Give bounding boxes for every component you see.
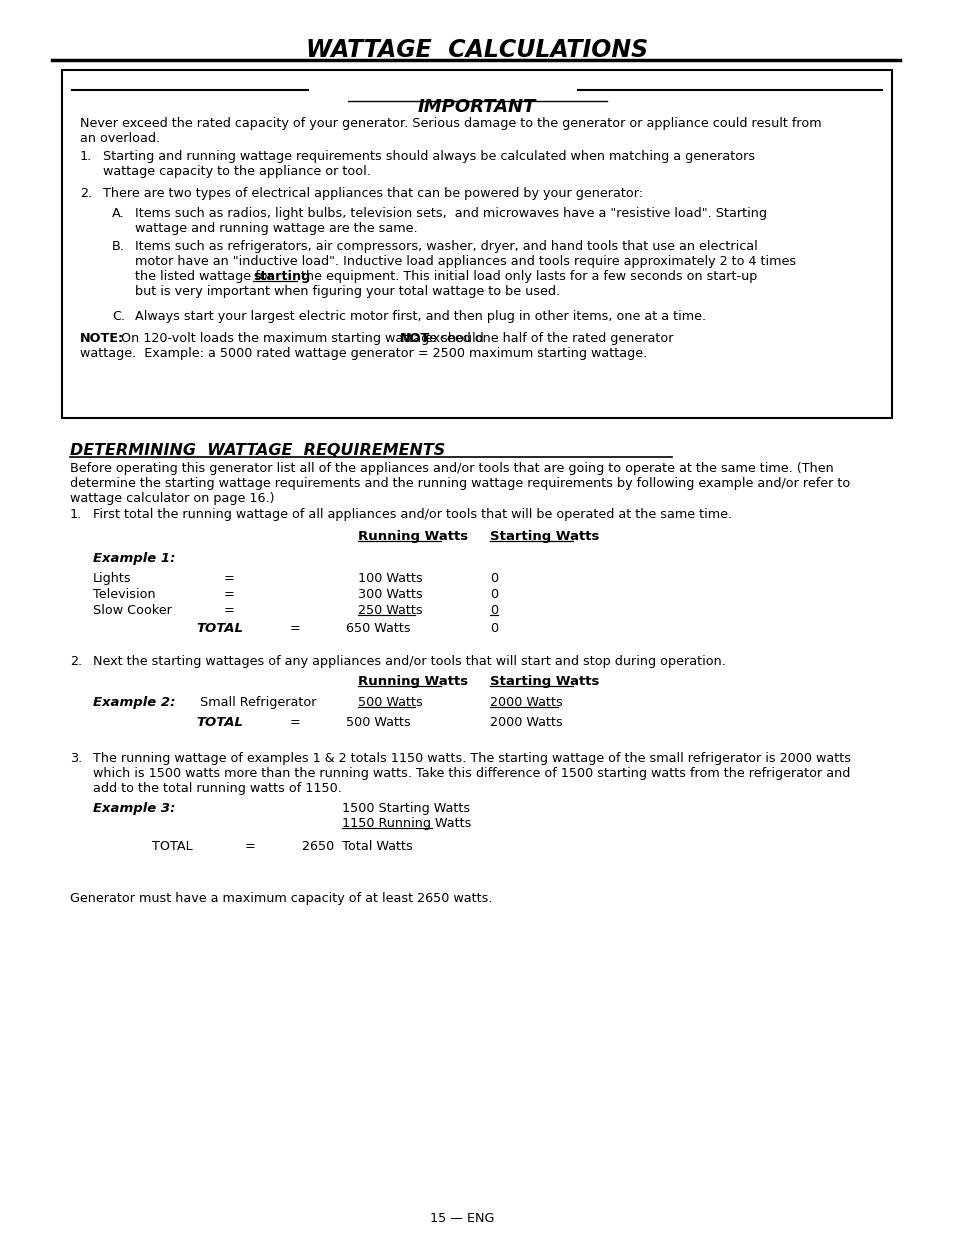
Text: Starting Watts: Starting Watts — [490, 530, 598, 543]
Text: exceed one half of the rated generator: exceed one half of the rated generator — [421, 332, 673, 345]
Text: wattage calculator on page 16.): wattage calculator on page 16.) — [70, 492, 274, 505]
Text: 250 Watts: 250 Watts — [357, 604, 422, 618]
Text: Lights: Lights — [92, 572, 132, 585]
Text: B.: B. — [112, 240, 125, 253]
Text: 0: 0 — [490, 572, 497, 585]
Text: motor have an "inductive load". Inductive load appliances and tools require appr: motor have an "inductive load". Inductiv… — [135, 254, 796, 268]
Text: Example 2:: Example 2: — [92, 697, 175, 709]
Text: C.: C. — [112, 310, 125, 324]
Text: an overload.: an overload. — [80, 132, 160, 144]
Text: 2000 Watts: 2000 Watts — [490, 697, 562, 709]
Text: the equipment. This initial load only lasts for a few seconds on start-up: the equipment. This initial load only la… — [296, 270, 757, 283]
Text: the listed wattage for: the listed wattage for — [135, 270, 276, 283]
Text: Starting and running wattage requirements should always be calculated when match: Starting and running wattage requirement… — [103, 149, 755, 163]
Text: 300 Watts: 300 Watts — [357, 588, 422, 601]
Text: Running Watts: Running Watts — [357, 676, 468, 688]
Text: First total the running wattage of all appliances and/or tools that will be oper: First total the running wattage of all a… — [92, 508, 731, 521]
Text: Next the starting wattages of any appliances and/or tools that will start and st: Next the starting wattages of any applia… — [92, 655, 725, 668]
Text: 3.: 3. — [70, 752, 82, 764]
Text: DETERMINING  WATTAGE  REQUIREMENTS: DETERMINING WATTAGE REQUIREMENTS — [70, 443, 445, 458]
Text: 1500 Starting Watts: 1500 Starting Watts — [341, 802, 470, 815]
Text: wattage.  Example: a 5000 rated wattage generator = 2500 maximum starting wattag: wattage. Example: a 5000 rated wattage g… — [80, 347, 646, 359]
Text: Television: Television — [92, 588, 155, 601]
Text: 2.: 2. — [70, 655, 82, 668]
Text: wattage capacity to the appliance or tool.: wattage capacity to the appliance or too… — [103, 165, 371, 178]
Text: Example 1:: Example 1: — [92, 552, 175, 564]
Text: IMPORTANT: IMPORTANT — [417, 98, 536, 116]
Text: 0: 0 — [490, 622, 497, 635]
Text: There are two types of electrical appliances that can be powered by your generat: There are two types of electrical applia… — [103, 186, 642, 200]
Text: A.: A. — [112, 207, 125, 220]
Text: =: = — [245, 840, 255, 853]
Text: The running wattage of examples 1 & 2 totals 1150 watts. The starting wattage of: The running wattage of examples 1 & 2 to… — [92, 752, 850, 764]
Text: 100 Watts: 100 Watts — [357, 572, 422, 585]
Text: 500 Watts: 500 Watts — [357, 697, 422, 709]
Text: Before operating this generator list all of the appliances and/or tools that are: Before operating this generator list all… — [70, 462, 833, 475]
Text: 2650  Total Watts: 2650 Total Watts — [302, 840, 413, 853]
Text: 15 — ENG: 15 — ENG — [430, 1212, 494, 1225]
Text: which is 1500 watts more than the running watts. Take this difference of 1500 st: which is 1500 watts more than the runnin… — [92, 767, 849, 781]
Text: WATTAGE  CALCULATIONS: WATTAGE CALCULATIONS — [306, 38, 647, 62]
Text: =: = — [224, 604, 234, 618]
Text: starting: starting — [253, 270, 310, 283]
Text: 1.: 1. — [70, 508, 82, 521]
Text: Items such as radios, light bulbs, television sets,  and microwaves have a "resi: Items such as radios, light bulbs, telev… — [135, 207, 766, 220]
Text: TOTAL: TOTAL — [195, 622, 243, 635]
Text: TOTAL: TOTAL — [152, 840, 193, 853]
Text: TOTAL: TOTAL — [195, 716, 243, 729]
Text: 1150 Running Watts: 1150 Running Watts — [341, 818, 471, 830]
Text: 0: 0 — [490, 604, 497, 618]
Text: 500 Watts: 500 Watts — [346, 716, 411, 729]
Text: On 120-volt loads the maximum starting wattage should: On 120-volt loads the maximum starting w… — [112, 332, 487, 345]
Text: Slow Cooker: Slow Cooker — [92, 604, 172, 618]
Text: wattage and running wattage are the same.: wattage and running wattage are the same… — [135, 222, 417, 235]
Text: add to the total running watts of 1150.: add to the total running watts of 1150. — [92, 782, 341, 795]
Bar — [62, 70, 891, 417]
Text: =: = — [290, 716, 300, 729]
Text: Running Watts: Running Watts — [357, 530, 468, 543]
Text: Always start your largest electric motor first, and then plug in other items, on: Always start your largest electric motor… — [135, 310, 705, 324]
Text: =: = — [224, 588, 234, 601]
Text: 650 Watts: 650 Watts — [346, 622, 410, 635]
Text: NOTE:: NOTE: — [80, 332, 124, 345]
Text: =: = — [290, 622, 300, 635]
Text: 0: 0 — [490, 588, 497, 601]
Text: NOT: NOT — [400, 332, 430, 345]
Text: 2.: 2. — [80, 186, 92, 200]
Text: =: = — [224, 572, 234, 585]
Text: Starting Watts: Starting Watts — [490, 676, 598, 688]
Text: Example 3:: Example 3: — [92, 802, 175, 815]
Text: 2000 Watts: 2000 Watts — [490, 716, 562, 729]
Text: but is very important when figuring your total wattage to be used.: but is very important when figuring your… — [135, 285, 559, 298]
Text: 1.: 1. — [80, 149, 92, 163]
Text: Generator must have a maximum capacity of at least 2650 watts.: Generator must have a maximum capacity o… — [70, 892, 492, 905]
Text: Never exceed the rated capacity of your generator. Serious damage to the generat: Never exceed the rated capacity of your … — [80, 117, 821, 130]
Text: determine the starting wattage requirements and the running wattage requirements: determine the starting wattage requireme… — [70, 477, 849, 490]
Text: Items such as refrigerators, air compressors, washer, dryer, and hand tools that: Items such as refrigerators, air compres… — [135, 240, 757, 253]
Text: Small Refrigerator: Small Refrigerator — [200, 697, 316, 709]
